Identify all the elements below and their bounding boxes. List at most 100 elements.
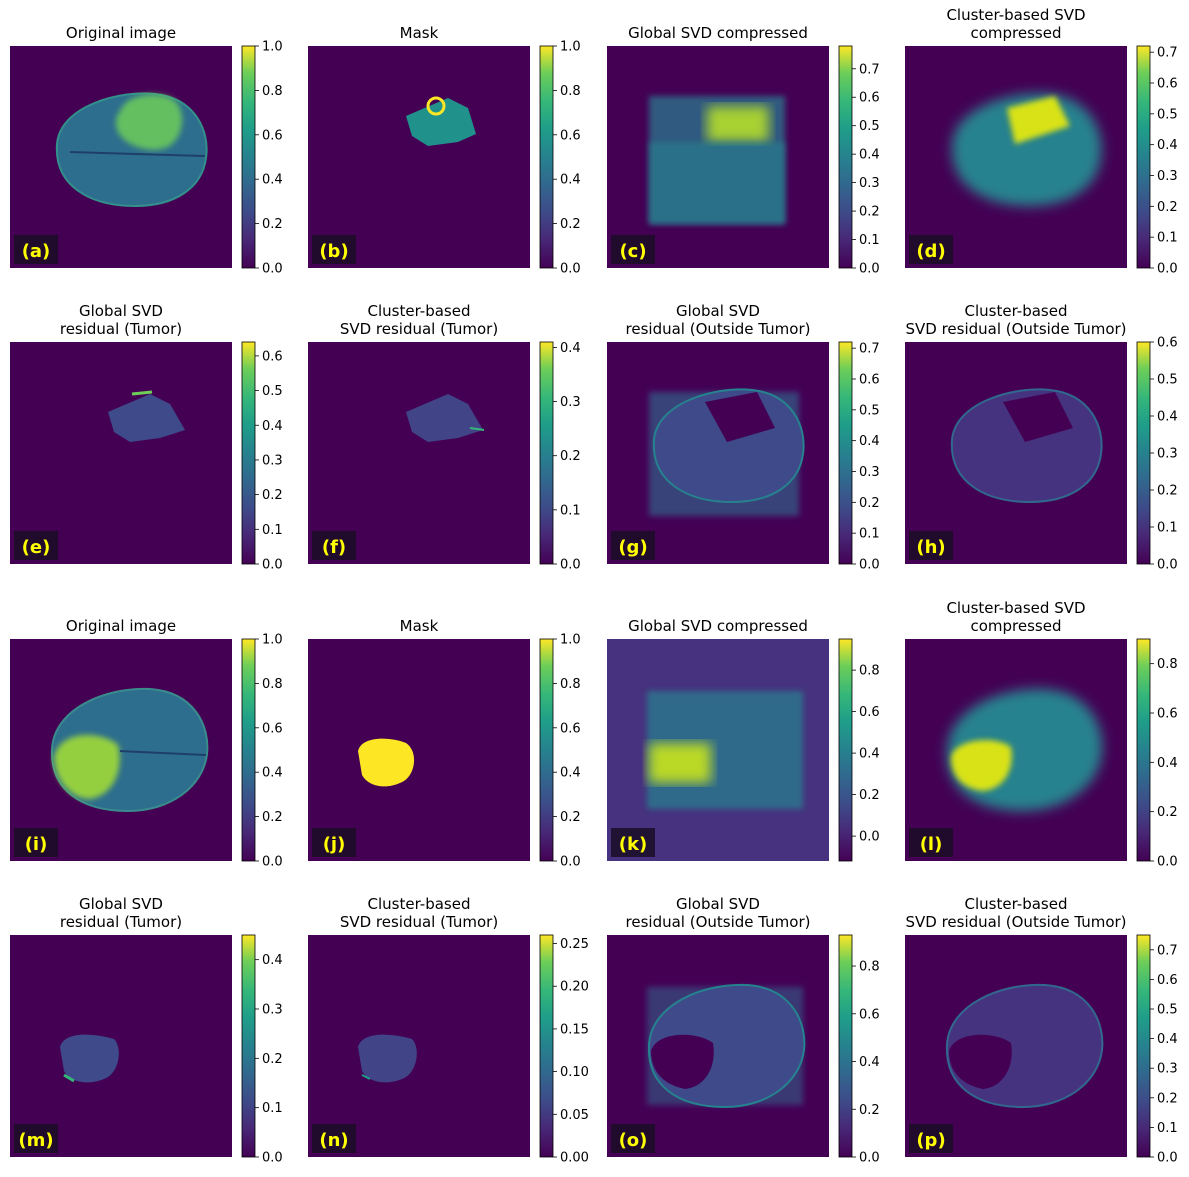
colorbar-tick-label: 0.8 xyxy=(560,84,581,99)
colorbar-tick-label: 0.7 xyxy=(1157,46,1178,61)
brain1-global-residual-outside-image-content xyxy=(649,388,805,516)
panel-h-title-line: SVD residual (Outside Tumor) xyxy=(905,320,1126,338)
panel-h-title-line: Cluster-based xyxy=(965,302,1068,320)
colorbar-tick-label: 0.0 xyxy=(859,830,880,845)
panel-label-box xyxy=(909,531,953,560)
colorbar-tick-label: 0.1 xyxy=(262,1101,283,1116)
panel-e-title-line: Global SVD xyxy=(79,302,163,320)
colorbar-tick-label: 0.1 xyxy=(1157,1121,1178,1136)
panel-m-title-line: Global SVD xyxy=(79,895,163,913)
panel-label: (b) xyxy=(319,241,348,262)
colorbar: 0.0 0.2 0.4 0.6 0.8 xyxy=(838,934,880,1166)
colorbar-tick-label: 0.4 xyxy=(560,341,581,356)
colorbar-tick-label: 0.2 xyxy=(262,1052,283,1067)
brain2-cluster-residual-tumor-image-content xyxy=(358,1034,417,1083)
colorbar: 0.0 0.2 0.4 0.6 0.8 1.0 xyxy=(539,40,581,277)
panel-label-box xyxy=(909,828,953,857)
panel-k-title-line: Global SVD compressed xyxy=(628,617,808,635)
panel-label: (g) xyxy=(618,537,647,558)
colorbar-tick-label: 0.0 xyxy=(1157,1151,1178,1166)
panel-label-box xyxy=(312,1124,356,1153)
panel-label: (l) xyxy=(920,834,943,855)
colorbar-tick-label: 0.0 xyxy=(262,1151,283,1166)
colorbar-tick-label: 0.0 xyxy=(1157,262,1178,277)
panel-label: (f) xyxy=(322,537,346,558)
panel-label: (o) xyxy=(619,1130,648,1151)
panel-label: (p) xyxy=(916,1130,945,1151)
colorbar-tick-label: 0.5 xyxy=(859,403,880,418)
colorbar-tick-label: 0.4 xyxy=(859,1055,880,1070)
colorbar-tick-label: 0.4 xyxy=(262,766,283,781)
panel-label: (e) xyxy=(22,537,51,558)
panel-p-title-line: SVD residual (Outside Tumor) xyxy=(905,913,1126,931)
colorbar-tick-label: 0.00 xyxy=(560,1151,589,1166)
colorbar-tick-label: 0.2 xyxy=(262,488,283,503)
colorbar-tick-label: 0.0 xyxy=(560,558,581,573)
colorbar-tick-label: 0.4 xyxy=(560,173,581,188)
panel-label: (i) xyxy=(25,834,48,855)
colorbar-tick-label: 0.4 xyxy=(560,766,581,781)
panel-g-title-line: Global SVD xyxy=(676,302,760,320)
colorbar-tick-label: 0.4 xyxy=(859,434,880,449)
brain1-mask-image-content xyxy=(406,96,476,146)
panel-label: (n) xyxy=(319,1130,348,1151)
colorbar-tick-label: 0.1 xyxy=(262,523,283,538)
colorbar-tick-label: 0.6 xyxy=(1157,77,1178,92)
colorbar-tick-label: 0.4 xyxy=(859,747,880,762)
colorbar: 0.0 0.2 0.4 0.6 0.8 xyxy=(1136,638,1178,870)
panel-d: Cluster-based SVDcompressed(d)0.00.10.20… xyxy=(905,6,1178,277)
colorbar-tick-label: 0.6 xyxy=(560,721,581,736)
colorbar-tick-label: 0.6 xyxy=(1157,336,1178,351)
panel-n-title-line: Cluster-based xyxy=(368,895,471,913)
panel-label-box xyxy=(14,1124,58,1153)
colorbar-tick-label: 0.6 xyxy=(1157,707,1178,722)
colorbar-tick-label: 0.4 xyxy=(1157,410,1178,425)
panel-label-box xyxy=(312,235,356,264)
colorbar-tick-label: 0.4 xyxy=(262,173,283,188)
colorbar-tick-label: 0.7 xyxy=(859,342,880,357)
brain1-global-residual-tumor-image-content xyxy=(108,390,185,442)
colorbar: 0.0 0.1 0.2 0.3 0.4 xyxy=(539,341,581,573)
panel-label-box xyxy=(909,235,953,264)
colorbar-tick-label: 0.5 xyxy=(1157,1003,1178,1018)
colorbar-tick-label: 0.1 xyxy=(859,527,880,542)
colorbar-tick-label: 0.4 xyxy=(1157,756,1178,771)
panel-c-title-line: Global SVD compressed xyxy=(628,24,808,42)
panel-b: Mask (b) 0.0 0.2 0.4 0.6 0.8 1.0 xyxy=(308,24,581,277)
panel-label-box xyxy=(909,1124,953,1153)
brain2-global-residual-outside-image-content xyxy=(647,983,806,1109)
brain2-mask-image-content xyxy=(358,738,415,787)
panel-label: (m) xyxy=(18,1130,53,1151)
panel-label-box xyxy=(312,828,356,857)
brain1-cluster-svd-compressed-image-content xyxy=(951,93,1102,206)
colorbar-tick-label: 0.0 xyxy=(262,262,283,277)
colorbar-tick-label: 0.2 xyxy=(560,449,581,464)
colorbar-tick-label: 0.3 xyxy=(560,395,581,410)
brain2-global-svd-compressed-image-content xyxy=(607,639,829,861)
colorbar-tick-label: 0.0 xyxy=(859,558,880,573)
colorbar-tick-label: 0.0 xyxy=(859,1151,880,1166)
panel-o-title-line: Global SVD xyxy=(676,895,760,913)
colorbar-tick-label: 1.0 xyxy=(560,633,581,648)
colorbar-tick-label: 0.4 xyxy=(1157,138,1178,153)
colorbar-tick-label: 0.2 xyxy=(859,788,880,803)
panel-k: Global SVD compressed (k) 0.0 0.2 0.4 0.6 0.8 xyxy=(607,617,880,862)
colorbar: 0.0 0.1 0.2 0.3 0.4 0.5 0.6 0.7 xyxy=(838,341,880,573)
colorbar-tick-label: 0.2 xyxy=(859,205,880,220)
colorbar-tick-label: 0.3 xyxy=(262,1003,283,1018)
colorbar-tick-label: 0.2 xyxy=(859,496,880,511)
colorbar-tick-label: 0.4 xyxy=(262,419,283,434)
colorbar-tick-label: 0.3 xyxy=(1157,169,1178,184)
panel-p-title-line: Cluster-based xyxy=(965,895,1068,913)
colorbar-tick-label: 0.5 xyxy=(1157,107,1178,122)
panel-j-title-line: Mask xyxy=(400,617,439,635)
colorbar: 0.0 0.2 0.4 0.6 0.8 1.0 xyxy=(241,633,283,870)
colorbar-tick-label: 0.8 xyxy=(262,84,283,99)
